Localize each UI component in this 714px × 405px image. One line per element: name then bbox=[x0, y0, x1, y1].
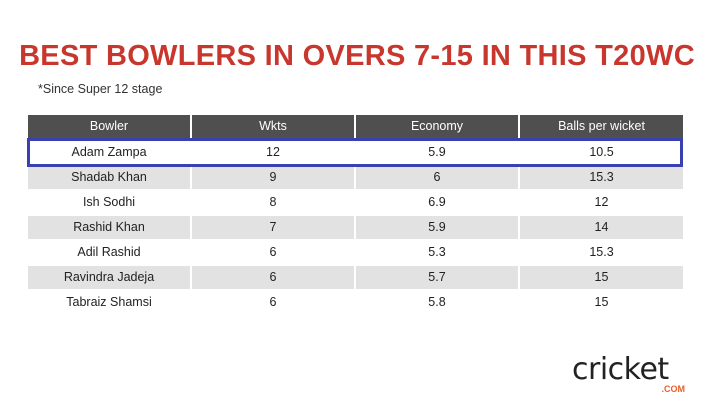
logo: cricket .COM bbox=[572, 352, 687, 397]
table-cell: 5.8 bbox=[428, 295, 446, 309]
header-cell: Balls per wicket bbox=[520, 115, 683, 138]
table-cell: Adil Rashid bbox=[77, 245, 141, 259]
table-cell: 8 bbox=[269, 195, 277, 209]
table-cell: Tabraiz Shamsi bbox=[66, 295, 152, 309]
table-cell: Adam Zampa bbox=[71, 145, 147, 159]
header-cell: Wkts bbox=[192, 115, 354, 138]
subtitle: *Since Super 12 stage bbox=[38, 82, 163, 96]
table-cell: 5.3 bbox=[428, 245, 446, 259]
table-cell: 6 bbox=[269, 245, 277, 259]
table-cell: Ish Sodhi bbox=[82, 195, 136, 209]
highlight-box bbox=[27, 138, 683, 167]
table-cell: 7 bbox=[192, 216, 354, 239]
table-cell: 6 bbox=[192, 266, 354, 289]
table-cell: 15 bbox=[594, 295, 609, 309]
table-cell: 12 bbox=[594, 195, 609, 209]
table-cell: 6 bbox=[356, 166, 518, 189]
header-cell: Bowler bbox=[28, 115, 190, 138]
table-cell: Ravindra Jadeja bbox=[28, 266, 190, 289]
header-cell: Economy bbox=[356, 115, 518, 138]
table-cell: 15.3 bbox=[520, 166, 683, 189]
logo-name: cricket bbox=[572, 352, 669, 387]
table-cell: 12 bbox=[266, 145, 280, 159]
table-cell: Rashid Khan bbox=[28, 216, 190, 239]
table-cell: 10.5 bbox=[589, 145, 614, 159]
table-cell: 5.7 bbox=[356, 266, 518, 289]
table-cell: 14 bbox=[520, 216, 683, 239]
table-cell: 5.9 bbox=[428, 145, 446, 159]
table-cell: 6.9 bbox=[428, 195, 446, 209]
table-cell: 15.3 bbox=[589, 245, 614, 259]
table-cell: 6 bbox=[269, 295, 277, 309]
table-cell: 9 bbox=[192, 166, 354, 189]
table-cell: 15 bbox=[520, 266, 683, 289]
table-cell: 5.9 bbox=[356, 216, 518, 239]
title: BEST BOWLERS IN OVERS 7-15 IN THIS T20WC bbox=[19, 40, 695, 72]
logo-domain: .COM bbox=[661, 384, 686, 394]
table-cell: Shadab Khan bbox=[28, 166, 190, 189]
